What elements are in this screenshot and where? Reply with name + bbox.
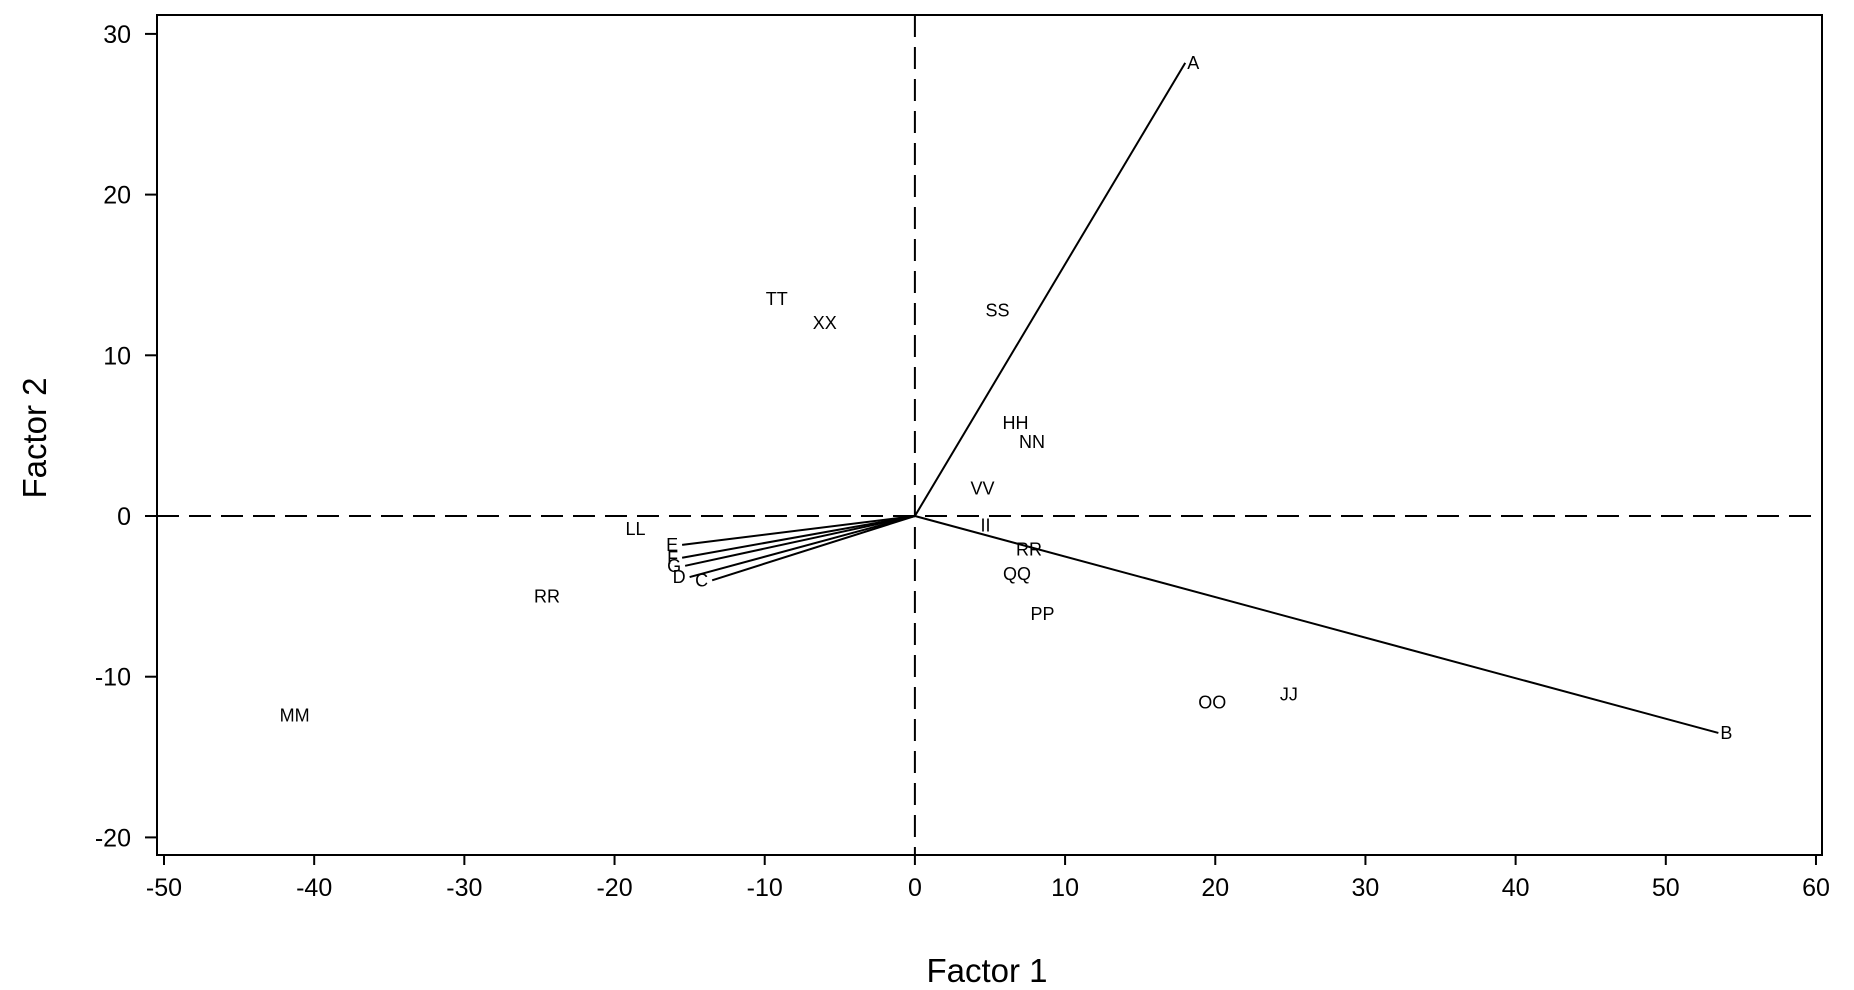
plot-lines	[156, 14, 1823, 856]
y-tick-label: 10	[103, 342, 131, 370]
point-label: XX	[813, 313, 837, 333]
vector-label: E	[666, 535, 678, 555]
point-label: QQ	[1003, 564, 1031, 584]
plot-frame	[156, 14, 1823, 856]
y-tick-label: 20	[103, 182, 131, 210]
vector-line	[914, 62, 1187, 517]
vector-label: A	[1187, 53, 1199, 73]
point-label: NN	[1019, 432, 1045, 452]
x-tick-label: -50	[146, 874, 182, 902]
vector-label: D	[673, 567, 686, 587]
point-label: JJ	[1280, 684, 1298, 704]
point-label: RR	[1016, 540, 1042, 560]
vector-line	[689, 515, 916, 579]
x-tick-label: 20	[1201, 874, 1229, 902]
x-tick-label: 60	[1802, 874, 1830, 902]
point-label: VV	[970, 479, 994, 499]
x-axis-title: Factor 1	[926, 952, 1047, 989]
vector-label: G	[667, 556, 681, 576]
vector-line	[711, 515, 916, 582]
vector-line	[914, 515, 1719, 734]
vector-line	[681, 515, 916, 546]
x-tick-label: -10	[747, 874, 783, 902]
y-axis: -20 -10 0 10 20 30	[95, 21, 157, 852]
y-tick-label: -20	[95, 824, 131, 852]
x-tick-label: -30	[446, 874, 482, 902]
x-axis: -50 -40 -30 -20 -10 0 10 20 30 40 50 60	[146, 855, 1830, 902]
y-axis-title: Factor 2	[16, 377, 53, 498]
vector-label: B	[1720, 723, 1732, 743]
point-label: MM	[280, 705, 310, 725]
y-tick-label: 0	[117, 503, 131, 531]
vector-line	[681, 515, 916, 559]
point-label: TT	[766, 289, 788, 309]
point-label: II	[980, 516, 990, 536]
vector-line	[684, 515, 916, 567]
x-tick-label: 40	[1502, 874, 1530, 902]
x-tick-label: 50	[1652, 874, 1680, 902]
point-label: SS	[985, 300, 1009, 320]
point-label: PP	[1031, 604, 1055, 624]
x-tick-label: -40	[296, 874, 332, 902]
point-label: OO	[1198, 692, 1226, 712]
point-label: LL	[626, 519, 646, 539]
point-label: HH	[1003, 413, 1029, 433]
point-label: RR	[534, 586, 560, 606]
x-tick-label: 30	[1352, 874, 1380, 902]
y-tick-label: 30	[103, 21, 131, 49]
x-tick-label: -20	[596, 874, 632, 902]
x-tick-label: 0	[908, 874, 922, 902]
y-tick-label: -10	[95, 664, 131, 692]
vector-label: F	[667, 548, 678, 568]
x-tick-label: 10	[1051, 874, 1079, 902]
